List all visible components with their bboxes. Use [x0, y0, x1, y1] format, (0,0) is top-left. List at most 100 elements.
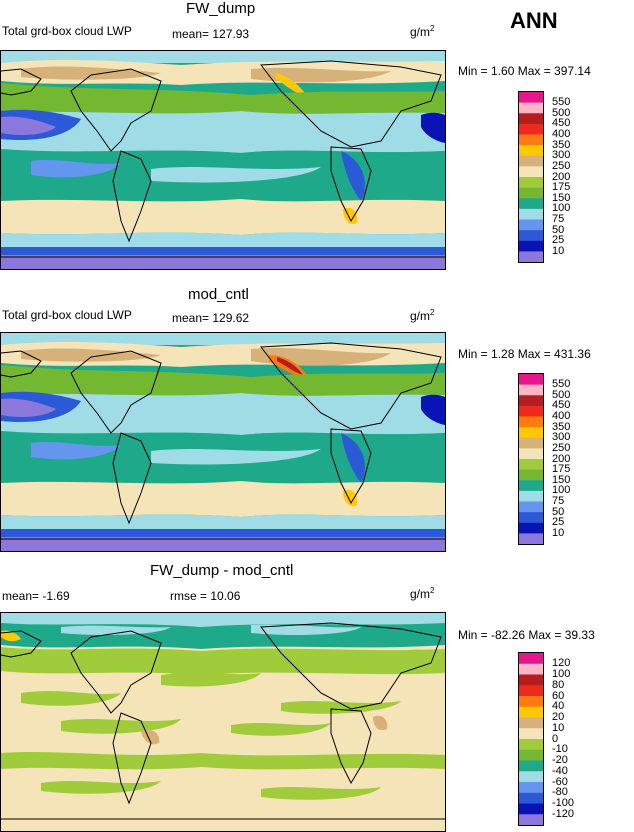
colorbar-swatch	[519, 512, 543, 524]
colorbar-level-label: 40	[552, 700, 565, 713]
colorbar-level-label: -20	[552, 754, 568, 766]
colorbar-swatch	[519, 251, 543, 263]
colorbar-swatch	[519, 522, 543, 534]
panel2-map	[0, 332, 446, 552]
colorbar-swatch	[519, 405, 543, 418]
colorbar-swatch	[519, 490, 543, 503]
coast-w	[1, 350, 42, 378]
panel1-subtitle: Total grd-box cloud LWP	[2, 24, 132, 38]
band-southern-ocean	[1, 232, 445, 247]
colorbar-level-label: 10	[552, 721, 565, 734]
coast-africa	[330, 428, 372, 505]
band-antarctic-edge	[1, 529, 445, 537]
band-south-neg	[1, 752, 445, 770]
panel1-minmax: Min = 1.60 Max = 397.14	[458, 64, 591, 78]
patch-tropic-a	[31, 442, 121, 460]
colorbar-swatch	[519, 760, 543, 772]
colorbar-swatch	[519, 533, 543, 545]
colorbar-swatch	[519, 437, 543, 449]
band-south-mid	[1, 481, 445, 517]
panel3-map	[0, 612, 446, 832]
patch-mid-b	[21, 691, 121, 706]
panel2-minmax: Min = 1.28 Max = 431.36	[458, 347, 591, 361]
colorbar-swatch	[519, 113, 543, 125]
colorbar-level-label: 450	[552, 399, 571, 412]
colorbar-swatch	[519, 240, 543, 252]
patch-trop-a	[61, 719, 181, 734]
colorbar-swatch	[519, 155, 543, 167]
patch-trop-b	[231, 723, 331, 736]
colorbar-swatch	[519, 739, 543, 751]
colorbar-swatch	[519, 384, 543, 396]
panel1-colorbar	[518, 91, 544, 263]
patch-nw-min	[1, 398, 56, 417]
coast-south-america	[112, 150, 152, 243]
max-n-pacific	[276, 73, 306, 95]
colorbar-level-label: 500	[552, 388, 571, 401]
panel1-title: FW_dump	[186, 0, 256, 17]
band-southern-ocean	[1, 514, 445, 529]
colorbar-level-label: 75	[552, 495, 565, 507]
colorbar-level-label: 150	[552, 191, 571, 204]
colorbar-level-label: -10	[552, 743, 568, 756]
patch-africa-low	[341, 151, 365, 201]
colorbar-level-label: 175	[552, 181, 571, 194]
colorbar-level-label: 0	[552, 732, 559, 745]
panel2-mean: mean= 129.62	[172, 311, 250, 325]
colorbar-swatch	[519, 717, 543, 729]
colorbar-level-label: 200	[552, 170, 571, 183]
colorbar-level-label: 550	[552, 378, 571, 391]
coast-south-america	[112, 432, 152, 525]
band-antarctica	[1, 537, 445, 551]
colorbar-level-label: -60	[552, 775, 568, 788]
colorbar-level-label: 100	[552, 668, 571, 680]
colorbar-level-label: 25	[552, 234, 565, 247]
colorbar-swatch	[519, 663, 543, 675]
coast-w	[1, 630, 42, 658]
patch-n-neg-a	[61, 625, 171, 635]
panel1-map-svg	[1, 51, 445, 269]
panel3-rmse: rmse = 10.06	[170, 589, 241, 603]
patch-nw-min	[1, 116, 56, 135]
colorbar-swatch	[519, 177, 543, 189]
patch-africa-low	[341, 433, 365, 483]
colorbar-swatch	[519, 219, 543, 231]
patch-ne-low	[421, 112, 445, 143]
colorbar-swatch	[519, 653, 543, 665]
coast-north-america	[70, 630, 162, 714]
colorbar-level-label: 60	[552, 689, 565, 702]
max-n-pacific-core	[277, 357, 303, 375]
panel1-colorbar-svg	[519, 92, 543, 263]
patch-n-neg-b	[251, 624, 361, 635]
colorbar-swatch	[519, 706, 543, 718]
coast-eurasia	[260, 342, 442, 430]
panel3-mean: mean= -1.69	[2, 589, 70, 603]
patch-south-a	[41, 781, 161, 794]
panel1-mean: mean= 127.93	[172, 27, 250, 41]
panel2-subtitle: Total grd-box cloud LWP	[2, 308, 132, 322]
patch-af-pos	[373, 715, 388, 731]
colorbar-level-label: 500	[552, 106, 571, 119]
band-antarctic-edge	[1, 247, 445, 255]
panel2-title: mod_cntl	[188, 286, 249, 303]
colorbar-level-label: -120	[552, 807, 575, 820]
colorbar-level-label: 150	[552, 473, 571, 486]
colorbar-swatch	[519, 782, 543, 794]
colorbar-swatch	[519, 230, 543, 242]
colorbar-swatch	[519, 416, 543, 428]
panel3-colorbar-svg	[519, 653, 543, 826]
panel2-colorbar-svg	[519, 374, 543, 545]
coast-south-america	[112, 712, 152, 805]
patch-south-b	[261, 787, 381, 800]
colorbar-level-label: 450	[552, 117, 571, 130]
colorbar-level-label: 50	[552, 505, 565, 518]
colorbar-swatch	[519, 685, 543, 697]
colorbar-level-label: 550	[552, 96, 571, 109]
colorbar-level-label: 400	[552, 128, 571, 140]
patch-tropic-b	[151, 167, 321, 183]
colorbar-level-label: 120	[552, 657, 571, 670]
colorbar-level-label: 300	[552, 431, 571, 444]
patch-nw-pos	[1, 630, 21, 642]
patch-ne-low	[421, 394, 445, 425]
band-north-mid	[1, 83, 445, 114]
